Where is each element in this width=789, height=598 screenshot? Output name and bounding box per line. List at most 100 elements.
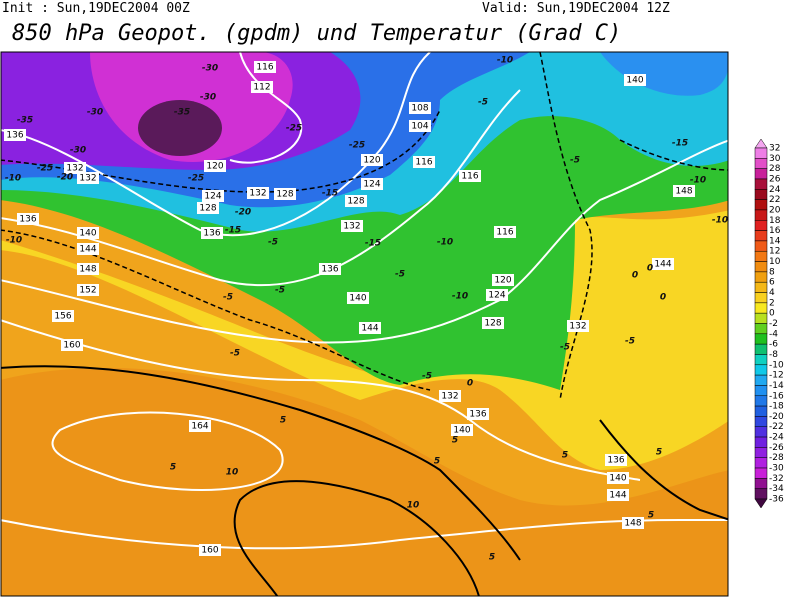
label-box: [359, 322, 381, 334]
colorbar-swatch: [754, 158, 768, 169]
colorbar-label: -32: [769, 474, 784, 484]
colorbar-label: 4: [769, 288, 775, 298]
colorbar-label: -8: [769, 350, 778, 360]
colorbar-swatch: [754, 230, 768, 242]
geopotential-label: 116: [256, 63, 273, 73]
label-box: [202, 190, 224, 202]
colorbar-label: 20: [769, 205, 781, 215]
geopotential-label: 156: [54, 312, 71, 322]
temperature-label: -10: [6, 236, 22, 246]
geopotential-label: 148: [675, 187, 692, 197]
label-box: [409, 102, 431, 114]
temperature-label: 0: [467, 379, 473, 389]
geopotential-label: 120: [206, 162, 223, 172]
geopotential-label: 132: [249, 189, 266, 199]
colorbar-label: -2: [769, 319, 778, 329]
temperature-label: -25: [349, 141, 365, 151]
colorbar-label: 22: [769, 195, 780, 205]
label-box: [77, 227, 99, 239]
colorbar-label: 12: [769, 247, 780, 257]
temperature-label: 5: [562, 451, 568, 461]
colorbar-swatch: [754, 447, 768, 458]
label-box: [439, 390, 461, 402]
map-frame: [0, 51, 729, 597]
label-box: [4, 129, 26, 141]
geopotential-label: 120: [494, 276, 511, 286]
label-box: [567, 320, 589, 332]
temperature-label: -30: [200, 93, 216, 103]
temperature-label: 0: [647, 264, 653, 274]
geopotential-label: 132: [79, 174, 96, 184]
label-box: [467, 408, 489, 420]
temperature-label: -5: [395, 270, 405, 280]
geopotential-label: 148: [624, 519, 641, 529]
colorbar-swatch: [754, 240, 768, 252]
temperature-label: -5: [230, 349, 240, 359]
colorbar-swatch: [754, 147, 768, 159]
colorbar-swatch: [754, 168, 768, 180]
temperature-label: -10: [712, 216, 728, 226]
label-box: [622, 517, 644, 529]
geopotential-label: 164: [191, 422, 208, 432]
temperature-label: 10: [407, 501, 420, 511]
colorbar-swatch: [754, 199, 768, 211]
label-box: [274, 188, 296, 200]
colorbar-label: 8: [769, 267, 775, 277]
geopotential-label: 140: [79, 229, 96, 239]
colorbar-swatch: [754, 395, 768, 407]
geopotential-label: 132: [569, 322, 586, 332]
colorbar-cap: [754, 138, 768, 149]
temperature-label: -35: [17, 116, 33, 126]
geopotential-label: 132: [343, 222, 360, 232]
geopotential-label: 104: [411, 122, 428, 132]
colorbar-swatch: [754, 467, 768, 479]
temperature-label: 0: [632, 271, 638, 281]
colorbar-swatch: [754, 189, 768, 200]
geopotential-label: 148: [79, 265, 96, 275]
colorbar-swatch: [754, 343, 768, 355]
colorbar-label: -26: [769, 443, 784, 453]
label-box: [673, 185, 695, 197]
colorbar-label: -34: [769, 484, 784, 494]
temperature-label: 0: [660, 293, 666, 303]
colorbar-label: -22: [769, 422, 784, 432]
colorbar-label: 0: [769, 309, 775, 319]
label-box: [204, 160, 226, 172]
temperature-label: -20: [235, 208, 251, 218]
label-box: [409, 120, 431, 132]
colorbar-label: 6: [769, 278, 775, 288]
colorbar-label: 26: [769, 174, 781, 184]
label-box: [492, 274, 514, 286]
label-box: [482, 317, 504, 329]
colorbar-label: -16: [769, 391, 784, 401]
geopotential-label: 136: [469, 410, 486, 420]
label-box: [77, 243, 99, 255]
colorbar-label: -36: [769, 495, 784, 505]
colorbar-label: -24: [769, 433, 784, 443]
geopotential-label: 140: [453, 426, 470, 436]
colorbar-swatch: [754, 178, 768, 190]
geopotential-label: 128: [347, 197, 364, 207]
colorbar-swatch: [754, 364, 768, 376]
colorbar-label: 30: [769, 154, 781, 164]
temperature-label: -10: [437, 238, 453, 248]
colorbar-swatch: [754, 385, 768, 397]
temperature-label: -5: [268, 238, 278, 248]
label-box: [77, 263, 99, 275]
label-box: [361, 178, 383, 190]
label-box: [486, 289, 508, 301]
label-box: [17, 213, 39, 225]
label-box: [345, 195, 367, 207]
colorbar-label: -18: [769, 402, 784, 412]
geopotential-label: 128: [199, 204, 216, 214]
label-box: [52, 310, 74, 322]
geopotential-label: 140: [609, 474, 626, 484]
temperature-label: -10: [690, 176, 706, 186]
colorbar-swatch: [754, 416, 768, 427]
label-box: [607, 472, 629, 484]
temperature-label: -10: [5, 174, 21, 184]
label-box: [341, 220, 363, 232]
label-box: [199, 544, 221, 556]
label-box: [624, 74, 646, 86]
colorbar-swatch: [754, 405, 768, 417]
